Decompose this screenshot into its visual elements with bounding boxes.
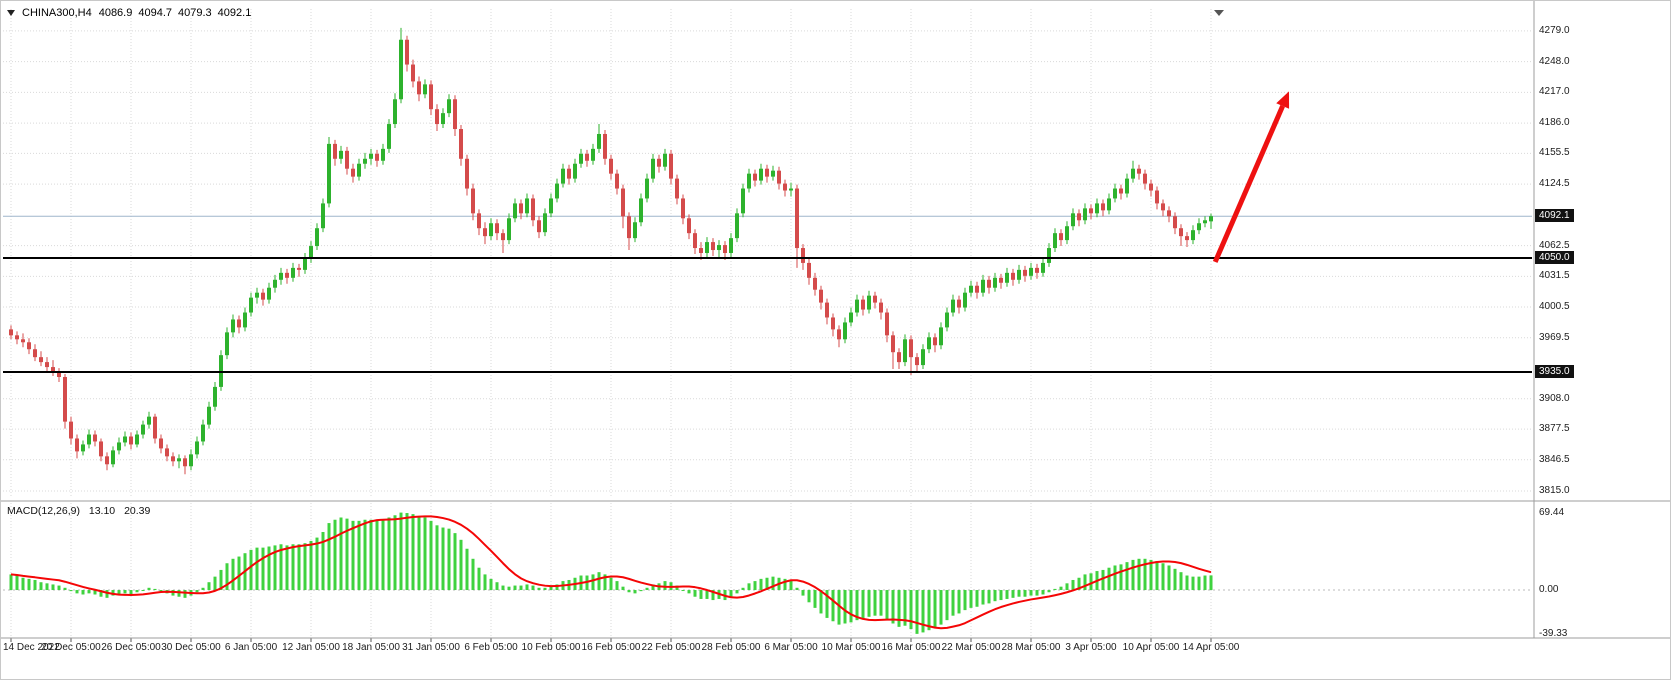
- chart-marker-icon: [7, 10, 15, 16]
- macd-signal-value: 20.39: [124, 505, 151, 517]
- trend-arrow[interactable]: [1212, 105, 1285, 263]
- symbol-info-bar: CHINA300,H4 4086.9 4094.7 4079.3 4092.1: [7, 7, 257, 19]
- open-value: 4086.9: [98, 7, 133, 19]
- macd-info-bar: MACD(12,26,9) 13.10 20.39: [7, 505, 156, 517]
- macd-label: MACD(12,26,9): [7, 505, 80, 517]
- low-value: 4079.3: [178, 7, 212, 19]
- symbol-title: CHINA300,H4: [22, 7, 92, 19]
- ohlc-values: 4086.9 4094.7 4079.3 4092.1: [99, 7, 258, 19]
- chart-shift-marker-icon[interactable]: [1214, 10, 1224, 16]
- close-value: 4092.1: [217, 7, 252, 19]
- high-value: 4094.7: [138, 7, 173, 19]
- macd-main-value: 13.10: [88, 505, 116, 517]
- trend-arrow-head: [1276, 91, 1290, 109]
